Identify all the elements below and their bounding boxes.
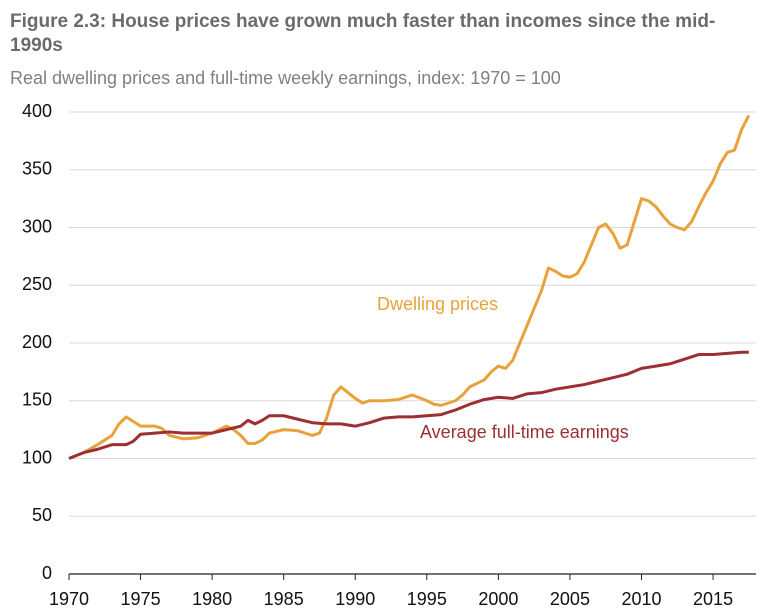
y-tick-label: 250	[22, 274, 52, 294]
x-tick-label: 1990	[335, 589, 375, 609]
y-tick-label: 400	[22, 101, 52, 121]
chart-title: Figure 2.3: House prices have grown much…	[10, 11, 716, 56]
x-tick-label: 1985	[264, 589, 304, 609]
series-label: Dwelling prices	[377, 294, 498, 314]
series-line	[68, 114, 751, 460]
y-tick-label: 100	[22, 447, 52, 467]
series-label: Average full-time earnings	[420, 422, 629, 442]
y-tick-label: 150	[22, 390, 52, 410]
x-tick-label: 2010	[621, 589, 661, 609]
x-tick-label: 1980	[192, 589, 232, 609]
x-tick-label: 2005	[550, 589, 590, 609]
chart-subtitle: Real dwelling prices and full-time weekl…	[10, 68, 561, 88]
x-tick-label: 2000	[478, 589, 518, 609]
y-tick-label: 0	[42, 563, 52, 583]
series-line	[68, 350, 749, 460]
y-tick-label: 200	[22, 332, 52, 352]
x-tick-label: 1975	[121, 589, 161, 609]
y-tick-label: 50	[32, 505, 52, 525]
x-tick-label: 1995	[407, 589, 447, 609]
x-tick-label: 2015	[693, 589, 733, 609]
x-tick-label: 1970	[49, 589, 89, 609]
y-tick-label: 300	[22, 216, 52, 236]
y-tick-label: 350	[22, 159, 52, 179]
